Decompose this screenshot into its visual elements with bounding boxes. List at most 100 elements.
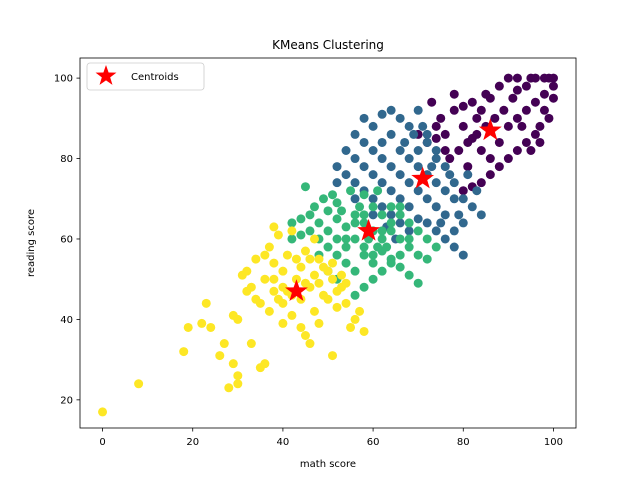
data-point-cluster-2 <box>422 234 432 244</box>
data-point-cluster-1 <box>458 250 468 260</box>
data-point-cluster-1 <box>359 137 369 147</box>
data-point-cluster-1 <box>449 194 459 204</box>
data-point-cluster-0 <box>490 113 500 123</box>
x-tick-label: 0 <box>99 437 105 448</box>
chart-title: KMeans Clustering <box>272 38 384 52</box>
data-point-cluster-1 <box>413 146 423 155</box>
x-tick-label: 20 <box>186 437 199 448</box>
data-point-cluster-2 <box>300 182 310 192</box>
data-point-cluster-2 <box>377 226 387 236</box>
data-point-cluster-3 <box>323 294 333 304</box>
data-point-cluster-2 <box>413 278 423 288</box>
data-point-cluster-0 <box>476 146 486 155</box>
data-point-cluster-0 <box>458 186 468 196</box>
data-point-cluster-1 <box>449 178 459 188</box>
data-point-cluster-3 <box>206 322 216 332</box>
data-point-cluster-2 <box>413 250 423 260</box>
data-point-cluster-2 <box>377 210 387 220</box>
data-point-cluster-0 <box>521 81 531 91</box>
data-point-cluster-2 <box>341 242 351 252</box>
centroid-star-0 <box>478 118 502 141</box>
data-point-cluster-1 <box>472 186 482 196</box>
data-point-cluster-3 <box>305 254 315 264</box>
data-point-cluster-3 <box>134 379 144 389</box>
data-point-cluster-0 <box>521 137 531 147</box>
x-axis-label: math score <box>300 459 356 470</box>
data-point-cluster-1 <box>431 202 441 212</box>
data-point-cluster-0 <box>512 113 522 123</box>
data-point-cluster-3 <box>300 246 310 256</box>
data-point-cluster-1 <box>431 226 441 236</box>
centroid-star-3 <box>285 279 308 301</box>
data-point-cluster-3 <box>251 294 261 304</box>
data-point-cluster-0 <box>463 137 473 147</box>
data-point-cluster-2 <box>341 234 351 244</box>
data-point-cluster-2 <box>431 242 441 252</box>
data-point-cluster-1 <box>422 129 432 139</box>
data-point-cluster-0 <box>454 146 464 155</box>
data-point-cluster-3 <box>179 347 189 357</box>
data-point-cluster-2 <box>368 258 378 268</box>
data-point-cluster-3 <box>314 278 324 288</box>
data-point-cluster-3 <box>183 322 193 332</box>
data-point-cluster-3 <box>278 318 288 328</box>
data-point-cluster-0 <box>503 73 513 83</box>
x-tick-label: 40 <box>277 437 290 448</box>
data-point-cluster-2 <box>314 218 324 228</box>
data-point-cluster-1 <box>454 210 464 220</box>
centroid-star-2 <box>357 218 380 241</box>
data-point-cluster-0 <box>526 146 536 155</box>
data-point-cluster-0 <box>548 73 558 83</box>
data-point-cluster-3 <box>350 314 360 324</box>
data-point-cluster-3 <box>341 298 351 308</box>
data-point-cluster-2 <box>368 202 378 212</box>
data-point-cluster-1 <box>368 146 378 155</box>
data-point-cluster-1 <box>404 202 414 212</box>
data-point-cluster-2 <box>404 270 414 280</box>
data-point-cluster-2 <box>323 206 333 216</box>
data-point-cluster-0 <box>530 97 540 107</box>
data-point-cluster-1 <box>377 109 387 119</box>
data-point-cluster-0 <box>467 97 477 107</box>
data-point-cluster-3 <box>269 274 279 284</box>
data-point-cluster-1 <box>431 146 441 155</box>
legend: Centroids <box>86 62 205 91</box>
data-point-cluster-0 <box>449 105 459 115</box>
data-point-cluster-3 <box>305 339 315 349</box>
data-point-cluster-0 <box>485 170 495 180</box>
data-point-cluster-1 <box>445 170 455 180</box>
data-point-cluster-3 <box>291 274 301 284</box>
data-point-cluster-2 <box>350 218 360 228</box>
data-point-cluster-0 <box>535 137 545 147</box>
data-point-cluster-2 <box>377 234 387 244</box>
data-point-cluster-1 <box>400 137 410 147</box>
data-point-cluster-1 <box>341 170 351 180</box>
data-point-cluster-3 <box>269 258 279 268</box>
data-point-cluster-3 <box>328 274 338 284</box>
data-point-cluster-3 <box>197 318 207 328</box>
data-point-cluster-1 <box>332 178 342 188</box>
data-point-cluster-3 <box>328 258 338 268</box>
data-point-cluster-3 <box>273 230 283 240</box>
data-point-cluster-2 <box>296 214 306 224</box>
data-point-cluster-0 <box>544 113 554 123</box>
data-point-cluster-1 <box>436 218 446 228</box>
data-point-cluster-3 <box>233 371 243 381</box>
data-point-cluster-0 <box>440 146 450 155</box>
data-point-cluster-3 <box>264 242 274 252</box>
data-point-cluster-1 <box>404 154 414 164</box>
data-point-cluster-1 <box>476 210 486 220</box>
data-point-cluster-3 <box>314 254 324 264</box>
data-point-cluster-1 <box>377 178 387 188</box>
data-point-cluster-2 <box>386 258 396 268</box>
data-point-cluster-1 <box>440 234 450 244</box>
data-point-cluster-3 <box>269 222 279 232</box>
data-point-cluster-1 <box>413 214 423 224</box>
data-point-cluster-3 <box>309 234 319 244</box>
data-point-cluster-0 <box>494 81 504 91</box>
data-point-cluster-3 <box>332 302 342 312</box>
data-point-cluster-0 <box>445 154 455 164</box>
data-point-cluster-1 <box>458 194 468 204</box>
data-point-cluster-0 <box>512 73 522 83</box>
data-point-cluster-3 <box>341 278 351 288</box>
